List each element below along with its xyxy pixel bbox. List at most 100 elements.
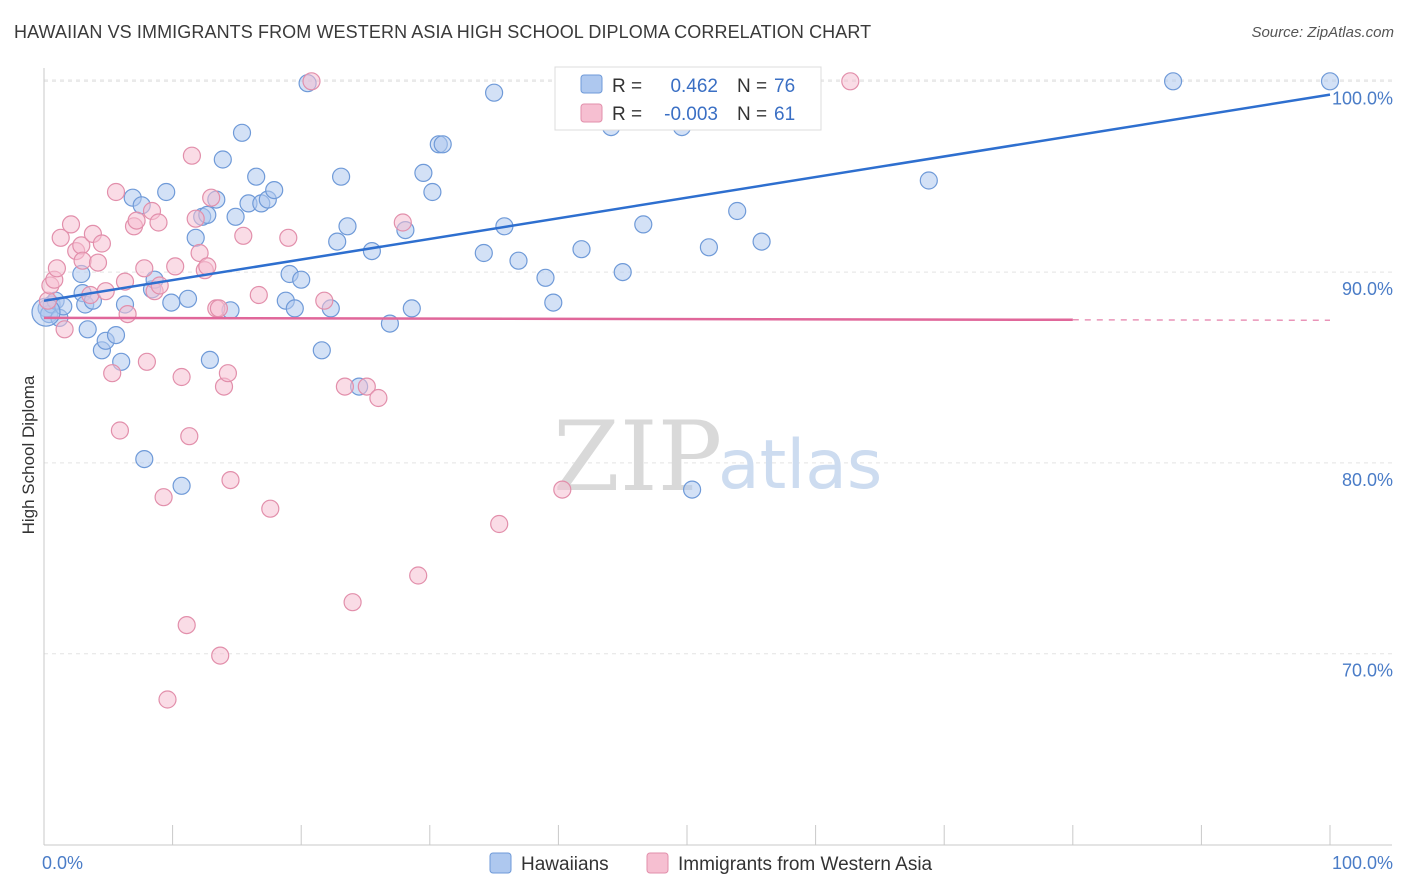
legend-swatch-immigrants xyxy=(580,103,603,123)
immigrants-point-42 xyxy=(211,646,230,665)
hawaiians-point-24 xyxy=(178,289,198,308)
immigrants-point-50 xyxy=(315,291,334,310)
series-swatch-hawaiians xyxy=(489,852,512,874)
y-tick-label-0: 100.0% xyxy=(1332,88,1393,108)
legend-n-label-2: N = xyxy=(737,104,767,125)
y-axis-label: High School Diploma xyxy=(19,375,38,534)
immigrants-point-60 xyxy=(302,72,321,91)
hawaiians-point-33 xyxy=(232,123,252,142)
series-swatch-immigrants xyxy=(646,852,669,874)
immigrants-point-28 xyxy=(154,488,173,507)
immigrants-point-15 xyxy=(103,364,122,383)
hawaiians-point-22 xyxy=(162,293,181,312)
hawaiians-point-44 xyxy=(312,341,331,360)
hawaiians-point-71 xyxy=(728,201,747,221)
immigrants-point-54 xyxy=(369,388,388,408)
hawaiians-point-42 xyxy=(292,270,311,289)
gridlines xyxy=(44,79,1392,655)
immigrants-point-55 xyxy=(393,213,412,232)
immigrants-points xyxy=(38,72,860,709)
immigrants-point-52 xyxy=(343,593,362,612)
immigrants-point-29 xyxy=(158,690,177,709)
hawaiians-point-13 xyxy=(106,326,126,345)
immigrants-point-49 xyxy=(279,228,298,247)
hawaiians-point-47 xyxy=(332,167,351,186)
immigrants-trend-line xyxy=(43,316,1073,322)
tick-labels: 100.0% 90.0% 80.0% 70.0% 0.0% 100.0% xyxy=(42,88,1393,873)
hawaiians-point-54 xyxy=(414,163,433,182)
immigrants-point-19 xyxy=(118,305,137,324)
immigrants-point-56 xyxy=(409,566,428,585)
hawaiians-point-73 xyxy=(919,171,938,190)
watermark: ZIP atlas xyxy=(553,401,882,513)
hawaiians-point-75 xyxy=(1320,72,1340,91)
hawaiians-point-66 xyxy=(613,263,632,282)
hawaiians-point-48 xyxy=(338,217,357,236)
immigrants-point-33 xyxy=(180,427,199,446)
hawaiians-point-32 xyxy=(226,207,245,226)
immigrants-point-6 xyxy=(61,215,81,234)
immigrants-point-36 xyxy=(190,243,209,263)
immigrants-point-35 xyxy=(186,209,205,228)
legend-n-value-1: 76 xyxy=(774,76,795,97)
hawaiians-point-25 xyxy=(186,228,205,247)
correlation-legend: R = 0.462 N = 76 R = -0.003 N = 61 xyxy=(554,66,822,131)
legend-n-label-1: N = xyxy=(737,76,767,97)
immigrants-point-46 xyxy=(234,226,253,245)
immigrants-point-12 xyxy=(88,253,108,272)
trend-lines xyxy=(43,93,1331,322)
x-tick-label-0: 0.0% xyxy=(42,853,83,873)
hawaiians-trend-line xyxy=(43,93,1331,302)
hawaiians-point-57 xyxy=(433,135,452,154)
immigrants-point-4 xyxy=(51,228,70,247)
immigrants-point-57 xyxy=(490,514,509,534)
hawaiians-point-72 xyxy=(752,232,771,251)
immigrants-point-44 xyxy=(218,364,237,383)
hawaiians-point-46 xyxy=(328,232,347,251)
hawaiians-point-62 xyxy=(536,268,555,287)
immigrants-point-5 xyxy=(55,320,74,339)
immigrants-point-17 xyxy=(110,421,130,440)
immigrants-point-59 xyxy=(841,72,860,91)
watermark-atlas: atlas xyxy=(718,426,882,505)
y-tick-label-3: 70.0% xyxy=(1342,661,1393,681)
hawaiians-point-69 xyxy=(682,480,702,499)
immigrants-point-58 xyxy=(553,480,572,499)
immigrants-point-39 xyxy=(202,188,221,207)
hawaiians-point-70 xyxy=(699,238,719,257)
immigrants-point-47 xyxy=(249,285,268,305)
immigrants-point-53 xyxy=(357,377,376,396)
immigrants-point-3 xyxy=(47,259,67,278)
immigrants-point-9 xyxy=(73,251,92,270)
immigrants-point-31 xyxy=(172,367,191,387)
immigrants-point-13 xyxy=(92,234,112,253)
hawaiians-point-53 xyxy=(402,299,421,318)
hawaiians-point-55 xyxy=(423,182,442,202)
immigrants-point-16 xyxy=(106,182,126,202)
hawaiians-point-9 xyxy=(78,320,97,339)
hawaiians-point-30 xyxy=(213,150,232,169)
immigrants-point-34 xyxy=(182,146,201,165)
hawaiians-point-50 xyxy=(362,242,381,261)
immigrants-point-27 xyxy=(150,276,169,295)
hawaiians-point-18 xyxy=(135,450,154,469)
immigrants-point-48 xyxy=(261,499,280,518)
chart-source: Source: ZipAtlas.com xyxy=(1251,24,1394,41)
chart-title: HAWAIIAN VS IMMIGRANTS FROM WESTERN ASIA… xyxy=(14,22,872,42)
y-tick-label-1: 90.0% xyxy=(1342,279,1393,299)
immigrants-point-41 xyxy=(209,299,228,318)
legend-r-label-1: R = xyxy=(612,76,642,97)
immigrants-point-21 xyxy=(127,211,146,230)
x-tick-label-1: 100.0% xyxy=(1332,853,1393,873)
axes xyxy=(43,68,1392,846)
hawaiians-point-38 xyxy=(265,181,284,200)
hawaiians-point-35 xyxy=(247,167,266,186)
hawaiians-point-58 xyxy=(474,243,493,263)
series-legend: Hawaiians Immigrants from Western Asia xyxy=(489,852,933,875)
series-label-immigrants: Immigrants from Western Asia xyxy=(678,854,933,875)
hawaiians-point-64 xyxy=(572,240,591,259)
legend-r-value-2: -0.003 xyxy=(664,104,718,125)
immigrants-point-26 xyxy=(149,213,168,232)
immigrants-point-30 xyxy=(166,257,185,276)
